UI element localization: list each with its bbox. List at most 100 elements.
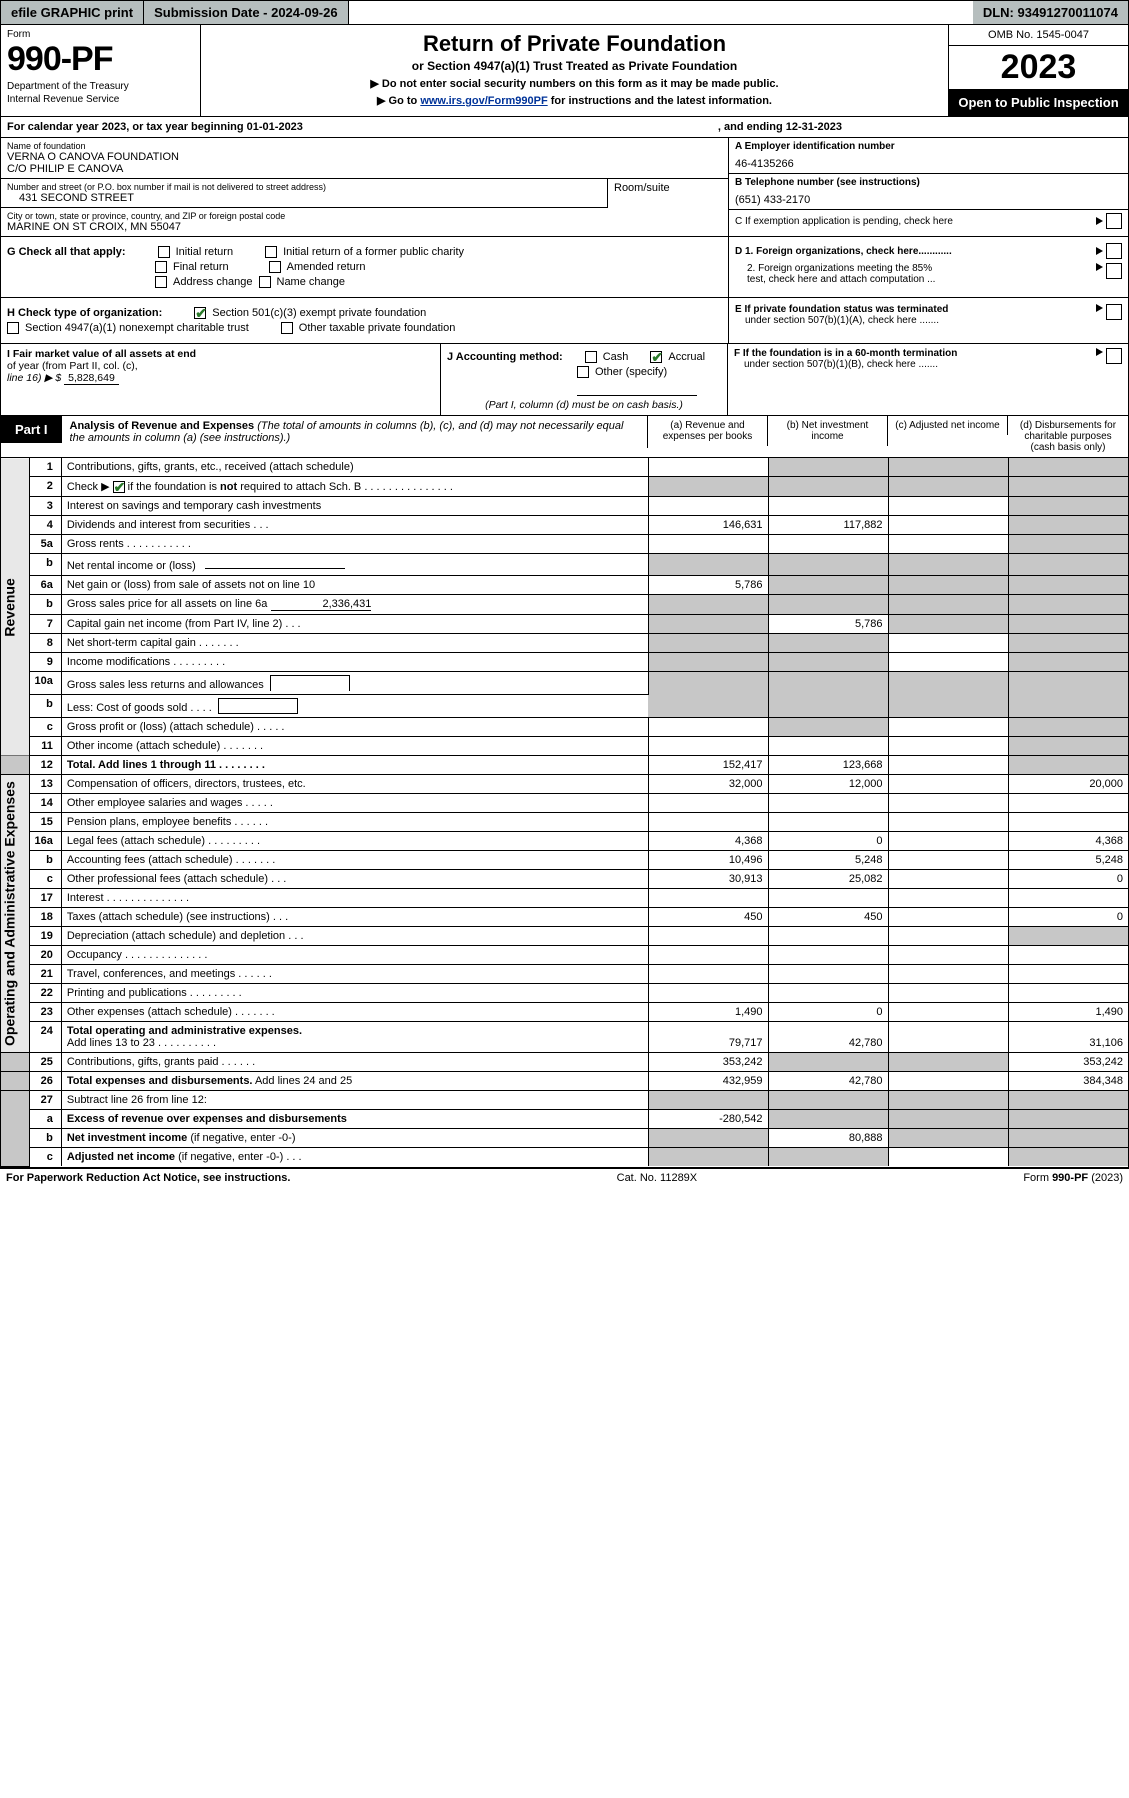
ldesc: Taxes (attach schedule) (see instruction… [61, 908, 648, 927]
cal-spacer [303, 121, 718, 133]
table-row: 26 Total expenses and disbursements. Add… [1, 1072, 1128, 1091]
d1-checkbox[interactable] [1106, 243, 1122, 259]
table-row: c Gross profit or (loss) (attach schedul… [1, 718, 1128, 737]
e1: E If private foundation status was termi… [735, 304, 1093, 315]
form990pf-link[interactable]: www.irs.gov/Form990PF [420, 95, 547, 107]
d2-checkbox[interactable] [1106, 263, 1122, 279]
i-l2: of year (from Part II, col. (c), [7, 360, 434, 372]
calendar-row: For calendar year 2023, or tax year begi… [1, 117, 1128, 138]
table-row: 9 Income modifications . . . . . . . . . [1, 653, 1128, 672]
lnum: 3 [29, 497, 61, 516]
i-l3-row: line 16) ▶ $ 5,828,649 [7, 372, 434, 384]
submission-date: Submission Date - 2024-09-26 [144, 1, 349, 24]
ident-box: Name of foundation VERNA O CANOVA FOUNDA… [1, 138, 1128, 237]
addr-cell: Number and street (or P.O. box number if… [1, 179, 608, 208]
e2: under section 507(b)(1)(A), check here .… [735, 315, 1093, 326]
table-row: cAdjusted net income (if negative, enter… [1, 1148, 1128, 1167]
amt-b: 42,780 [768, 1072, 888, 1091]
lnum: 22 [29, 984, 61, 1003]
ldesc: Gross rents . . . . . . . . . . . [61, 535, 648, 554]
h-501c3-checkbox[interactable] [194, 307, 206, 319]
table-row: Revenue 1 Contributions, gifts, grants, … [1, 458, 1128, 477]
table-row: 12 Total. Add lines 1 through 11 . . . .… [1, 756, 1128, 775]
amt-b [768, 477, 888, 497]
ldesc: Compensation of officers, directors, tru… [61, 775, 648, 794]
amt-d: 353,242 [1008, 1053, 1128, 1072]
city-label: City or town, state or province, country… [7, 211, 722, 221]
amt-c [888, 458, 1008, 477]
g-amended: Amended return [287, 261, 366, 273]
ldesc: Occupancy . . . . . . . . . . . . . . [61, 946, 648, 965]
ldesc: Pension plans, employee benefits . . . .… [61, 813, 648, 832]
pointer-icon [1096, 263, 1103, 271]
form-label: Form [7, 29, 194, 40]
j-cash-checkbox[interactable] [585, 351, 597, 363]
ldesc: Total. Add lines 1 through 11 . . . . . … [61, 756, 648, 775]
name-label: Name of foundation [7, 141, 722, 151]
r2-bold: not [220, 481, 237, 493]
amt-d: 31,106 [1008, 1022, 1128, 1053]
ldesc: Contributions, gifts, grants, etc., rece… [61, 458, 648, 477]
g-initial-checkbox[interactable] [158, 246, 170, 258]
g-label: G Check all that apply: [7, 246, 126, 258]
lnum: 23 [29, 1003, 61, 1022]
table-row: 20Occupancy . . . . . . . . . . . . . . [1, 946, 1128, 965]
ldesc: Interest . . . . . . . . . . . . . . [61, 889, 648, 908]
table-row: 4 Dividends and interest from securities… [1, 516, 1128, 535]
f-checkbox[interactable] [1106, 348, 1122, 364]
table-row: 15Pension plans, employee benefits . . .… [1, 813, 1128, 832]
g-name: Name change [277, 276, 346, 288]
lnum: 20 [29, 946, 61, 965]
d2b: test, check here and attach computation … [747, 274, 1093, 285]
ldesc: Check ▶ if the foundation is not require… [61, 477, 648, 497]
cal-right-spacer [842, 121, 1122, 133]
amt-d: 20,000 [1008, 775, 1128, 794]
ldesc: Net investment income (if negative, ente… [61, 1129, 648, 1148]
j-label: J Accounting method: [447, 351, 563, 363]
j-accrual-checkbox[interactable] [650, 351, 662, 363]
g-final-checkbox[interactable] [155, 261, 167, 273]
g-former: Initial return of a former public charit… [283, 246, 464, 258]
h-4947: Section 4947(a)(1) nonexempt charitable … [25, 322, 249, 334]
lnum: 4 [29, 516, 61, 535]
irs-label: Internal Revenue Service [7, 94, 194, 105]
table-row: 2 Check ▶ if the foundation is not requi… [1, 477, 1128, 497]
h-other-checkbox[interactable] [281, 322, 293, 334]
amt-a: 152,417 [648, 756, 768, 775]
lnum: b [29, 1129, 61, 1148]
amt-b: 123,668 [768, 756, 888, 775]
h-4947-checkbox[interactable] [7, 322, 19, 334]
schb-checkbox[interactable] [113, 481, 125, 493]
table-row: 10a Gross sales less returns and allowan… [1, 672, 1128, 695]
footer-right: Form 990-PF (2023) [1023, 1172, 1123, 1184]
ldesc: Contributions, gifts, grants paid . . . … [61, 1053, 648, 1072]
ident-right: A Employer identification number 46-4135… [728, 138, 1128, 236]
h-other: Other taxable private foundation [299, 322, 456, 334]
g-name-checkbox[interactable] [259, 276, 271, 288]
lnum: b [29, 851, 61, 870]
r2-pre: Check ▶ [67, 481, 113, 493]
lnum: b [29, 595, 61, 615]
g-address-checkbox[interactable] [155, 276, 167, 288]
header-center: Return of Private Foundation or Section … [201, 25, 948, 116]
amt-b: 117,882 [768, 516, 888, 535]
g-initial: Initial return [176, 246, 233, 258]
exemption-checkbox[interactable] [1106, 213, 1122, 229]
table-row: b Net rental income or (loss) [1, 554, 1128, 576]
ldesc: Subtract line 26 from line 12: [61, 1091, 648, 1110]
d1-label: D 1. Foreign organizations, check here..… [735, 246, 952, 257]
f-block: F If the foundation is in a 60-month ter… [728, 344, 1128, 415]
e-checkbox[interactable] [1106, 304, 1122, 320]
col-a-head: (a) Revenue and expenses per books [648, 416, 768, 446]
lnum: b [29, 554, 61, 576]
g-amended-checkbox[interactable] [269, 261, 281, 273]
table-row: 16aLegal fees (attach schedule) . . . . … [1, 832, 1128, 851]
j-other-checkbox[interactable] [577, 366, 589, 378]
open-inspection: Open to Public Inspection [949, 89, 1128, 116]
ssn-note: ▶ Do not enter social security numbers o… [209, 77, 940, 90]
amt-a: 5,786 [648, 576, 768, 595]
lnum: 17 [29, 889, 61, 908]
g-former-checkbox[interactable] [265, 246, 277, 258]
topbar-spacer [349, 1, 973, 24]
room-cell: Room/suite [608, 179, 728, 208]
